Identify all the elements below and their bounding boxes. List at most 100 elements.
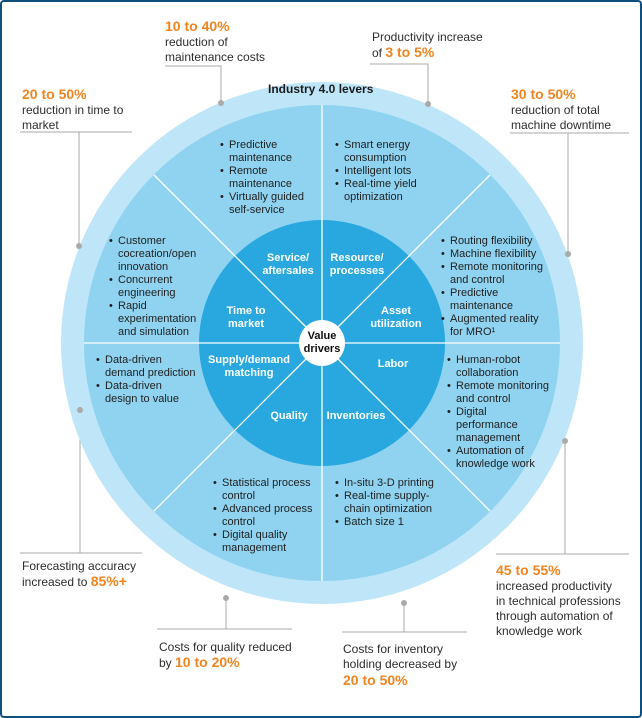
lever-item: Remote monitoring and control (447, 380, 551, 406)
callout-knowledge-work-text4: knowledge work (496, 624, 621, 639)
callout-maintenance: 10 to 40% reduction of maintenance costs (165, 18, 265, 65)
callout-knowledge-work-text1: increased productivity (496, 579, 621, 594)
callout-inventory-text2: holding decreased by (343, 657, 457, 672)
lever-item: Virtually guided self-service (220, 191, 316, 217)
lever-item: Concurrent engineering (109, 274, 207, 300)
leader-inventory (342, 603, 467, 632)
callout-inventory-value: 20 to 50% (343, 672, 457, 689)
lever-item: Rapid experimentation and simulation (109, 300, 207, 339)
dot-quality-costs (223, 595, 229, 601)
driver-time-line2: market (218, 318, 274, 331)
driver-asset: Asset utilization (364, 305, 428, 331)
dot-productivity (425, 101, 431, 107)
callout-downtime: 30 to 50% reduction of total machine dow… (511, 86, 611, 133)
levers-resource: Smart energy consumptionIntelligent lots… (335, 139, 427, 204)
driver-supply: Supply/demand matching (206, 354, 292, 380)
driver-service-line2: aftersales (258, 265, 318, 278)
dot-downtime (565, 251, 571, 257)
dot-time-to-market (76, 243, 82, 249)
driver-supply-line1: Supply/demand (206, 354, 292, 367)
driver-time-line1: Time to (218, 305, 274, 318)
lever-item: Statistical process control (213, 477, 319, 503)
dot-knowledge-work (562, 438, 568, 444)
levers-quality: Statistical process controlAdvanced proc… (213, 477, 319, 555)
callout-productivity: Productivity increase of 3 to 5% (372, 30, 483, 61)
lever-item: Predictive maintenance (441, 287, 551, 313)
lever-item: Digital performance management (447, 406, 551, 445)
lever-item: Real-time supply-chain optimization (335, 490, 435, 516)
callout-productivity-prefix: of (372, 46, 385, 60)
levers-service: Predictive maintenanceRemote maintenance… (220, 139, 316, 217)
callout-knowledge-work: 45 to 55% increased productivity in tech… (496, 562, 621, 639)
callout-quality-costs-prefix: by (159, 656, 175, 670)
leader-quality-costs (157, 598, 292, 629)
driver-service: Service/ aftersales (258, 252, 318, 278)
callout-quality-costs-line2: by 10 to 20% (159, 655, 292, 671)
driver-labor-line1: Labor (368, 358, 418, 371)
callout-time-to-market: 20 to 50% reduction in time to market (22, 86, 123, 133)
driver-time: Time to market (218, 305, 274, 331)
callout-forecasting-prefix: increased to (22, 575, 91, 589)
dot-forecasting (77, 407, 83, 413)
callout-quality-costs-text1: Costs for quality reduced (159, 640, 292, 655)
hub-label: Value drivers (298, 330, 346, 356)
callout-maintenance-text1: reduction of (165, 35, 265, 50)
driver-asset-line2: utilization (364, 318, 428, 331)
hub-label-line1: Value (298, 330, 346, 343)
lever-item: Intelligent lots (335, 165, 427, 178)
lever-item: Routing flexibility (441, 235, 551, 248)
driver-asset-line1: Asset (364, 305, 428, 318)
lever-item: Predictive maintenance (220, 139, 316, 165)
callout-forecasting-text1: Forecasting accuracy (22, 559, 136, 574)
callout-inventory-text1: Costs for inventory (343, 642, 457, 657)
callout-time-to-market-value: 20 to 50% (22, 86, 123, 103)
lever-item: Smart energy consumption (335, 139, 427, 165)
levers-labor: Human-robot collaborationRemote monitori… (447, 354, 551, 471)
callout-time-to-market-text1: reduction in time to (22, 103, 123, 118)
callout-maintenance-value: 10 to 40% (165, 18, 265, 35)
lever-item: Data-driven design to value (96, 380, 196, 406)
levers-inventories: In-situ 3-D printingReal-time supply-cha… (335, 477, 435, 529)
callout-downtime-text1: reduction of total (511, 103, 611, 118)
driver-labor: Labor (368, 358, 418, 371)
callout-forecasting-line2: increased to 85%+ (22, 574, 136, 590)
lever-item: Remote monitoring and control (441, 261, 551, 287)
lever-item: Augmented reality for MRO¹ (441, 313, 551, 339)
callout-knowledge-work-text2: in technical professions (496, 594, 621, 609)
callout-downtime-text2: machine downtime (511, 118, 611, 133)
lever-item: Real-time yield optimization (335, 178, 427, 204)
leader-maintenance (165, 66, 221, 103)
callout-quality-costs-value: 10 to 20% (175, 654, 240, 670)
driver-service-line1: Service/ (258, 252, 318, 265)
callout-productivity-line2: of 3 to 5% (372, 45, 483, 61)
lever-item: In-situ 3-D printing (335, 477, 435, 490)
dot-inventory (401, 600, 407, 606)
driver-resource-line2: processes (326, 265, 388, 278)
callout-productivity-value: 3 to 5% (385, 44, 434, 60)
lever-item: Batch size 1 (335, 516, 435, 529)
driver-resource-line1: Resource/ (326, 252, 388, 265)
driver-quality-line1: Quality (265, 410, 313, 423)
hub-label-line2: drivers (298, 343, 346, 356)
callout-downtime-value: 30 to 50% (511, 86, 611, 103)
callout-knowledge-work-text3: through automation of (496, 609, 621, 624)
lever-item: Data-driven demand prediction (96, 354, 196, 380)
callout-maintenance-text2: maintenance costs (165, 50, 265, 65)
lever-item: Remote maintenance (220, 165, 316, 191)
lever-item: Digital quality management (213, 529, 319, 555)
lever-item: Human-robot collaboration (447, 354, 551, 380)
callout-quality-costs: Costs for quality reduced by 10 to 20% (159, 640, 292, 671)
driver-supply-line2: matching (206, 367, 292, 380)
driver-resource: Resource/ processes (326, 252, 388, 278)
lever-item: Advanced process control (213, 503, 319, 529)
dot-maintenance (218, 100, 224, 106)
levers-time: Customer cocreation/open innovationConcu… (109, 235, 207, 339)
callout-inventory: Costs for inventory holding decreased by… (343, 642, 457, 689)
ring-title: Industry 4.0 levers (268, 82, 373, 96)
driver-inventories-line1: Inventories (325, 410, 387, 423)
callout-forecasting-value: 85%+ (91, 573, 127, 589)
levers-asset: Routing flexibilityMachine flexibilityRe… (441, 235, 551, 339)
callout-productivity-text1: Productivity increase (372, 30, 483, 45)
driver-inventories: Inventories (325, 410, 387, 423)
